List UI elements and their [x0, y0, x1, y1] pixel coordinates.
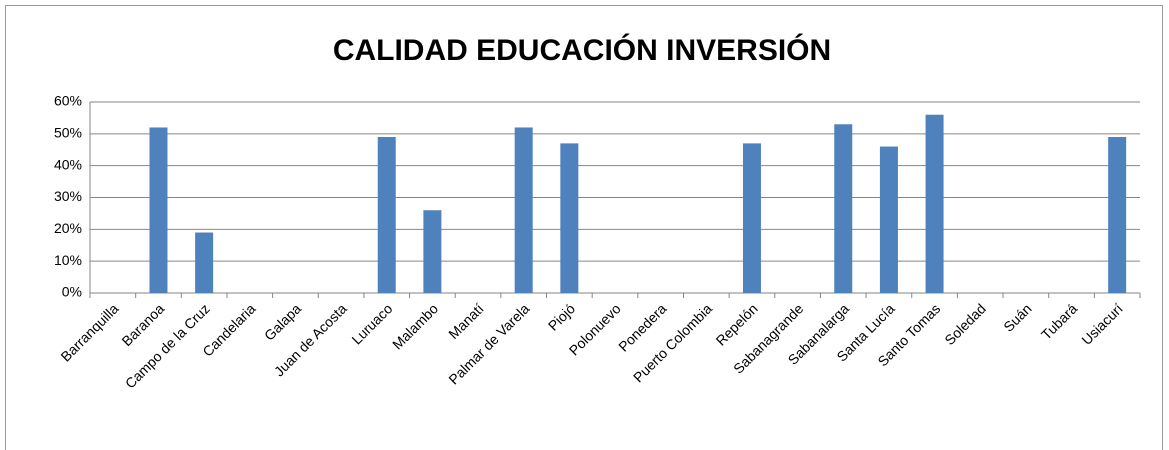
- y-tick-label: 40%: [54, 156, 82, 172]
- bar: [879, 146, 898, 293]
- bar: [834, 124, 853, 294]
- x-tick-label: Usiacurí: [1078, 300, 1126, 348]
- chart-frame: [5, 5, 1163, 450]
- y-tick-label: 0%: [62, 284, 82, 300]
- bar: [377, 137, 396, 293]
- x-tick-label: Puerto Colombia: [630, 300, 715, 385]
- bar: [560, 143, 579, 293]
- bar: [423, 210, 442, 293]
- x-tick-label: Campo de la Cruz: [122, 300, 213, 391]
- bar: [195, 232, 214, 293]
- bar: [1108, 137, 1127, 293]
- bar: [514, 127, 533, 293]
- x-tick-label: Galapa: [261, 300, 304, 343]
- y-tick-label: 10%: [54, 252, 82, 268]
- y-tick-label: 60%: [54, 93, 82, 109]
- bar: [149, 127, 168, 293]
- x-tick-label: Piojó: [545, 300, 578, 333]
- x-tick-label: Malambo: [389, 300, 441, 352]
- x-tick-label: Suán: [1000, 300, 1034, 334]
- bar: [925, 114, 944, 293]
- x-tick-label: Manatí: [445, 300, 487, 342]
- chart-title: CALIDAD EDUCACIÓN INVERSIÓN: [333, 33, 831, 67]
- y-tick-label: 50%: [54, 125, 82, 141]
- x-tick-label: Soledad: [941, 300, 989, 348]
- x-tick-label: Tubará: [1038, 300, 1080, 342]
- x-tick-label: Palmar de Varela: [445, 300, 532, 387]
- x-tick-label: Barranquilla: [57, 300, 121, 364]
- bar: [742, 143, 761, 293]
- y-tick-label: 20%: [54, 220, 82, 236]
- y-tick-label: 30%: [54, 188, 82, 204]
